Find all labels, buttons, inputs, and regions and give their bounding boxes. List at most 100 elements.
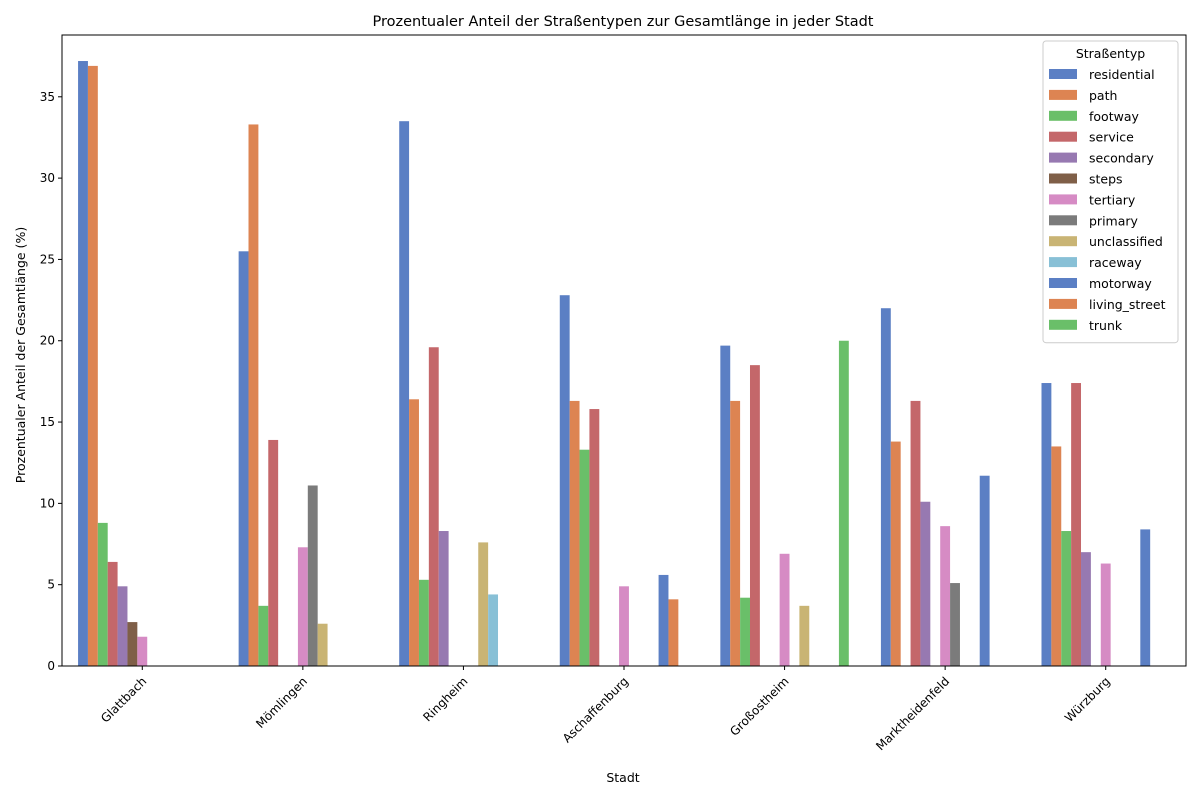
x-axis-label: Stadt bbox=[606, 770, 639, 785]
bar-unclassified-Großostheim bbox=[799, 605, 810, 666]
y-axis-label: Prozentualer Anteil der Gesamtlänge (%) bbox=[13, 227, 28, 483]
bar-residential-Würzburg bbox=[1041, 383, 1052, 666]
legend-label-living_street: living_street bbox=[1089, 297, 1166, 312]
bar-unclassified-Ringheim bbox=[478, 542, 489, 666]
bar-path-Mömlingen bbox=[248, 124, 259, 666]
legend-swatch-unclassified bbox=[1049, 236, 1077, 247]
bar-tertiary-Aschaffenburg bbox=[619, 586, 629, 666]
bar-raceway-Ringheim bbox=[488, 594, 499, 666]
y-tick-label: 0 bbox=[47, 659, 55, 673]
bar-residential-Großostheim bbox=[720, 345, 731, 666]
legend-label-path: path bbox=[1089, 88, 1117, 103]
bar-path-Würzburg bbox=[1051, 446, 1062, 666]
legend-swatch-raceway bbox=[1049, 257, 1077, 268]
legend-label-tertiary: tertiary bbox=[1089, 192, 1136, 207]
legend-swatch-trunk bbox=[1049, 319, 1077, 330]
bar-service-Marktheidenfeld bbox=[910, 400, 921, 666]
bar-unclassified-Mömlingen bbox=[317, 623, 328, 666]
bar-footway-Ringheim bbox=[418, 579, 429, 666]
bar-motorway-Würzburg bbox=[1140, 529, 1151, 666]
bar-path-Aschaffenburg bbox=[569, 400, 580, 666]
legend-swatch-steps bbox=[1049, 173, 1077, 184]
x-tick-label: Marktheidenfeld bbox=[873, 674, 952, 753]
legend-swatch-living_street bbox=[1049, 298, 1077, 309]
bar-service-Mömlingen bbox=[268, 439, 279, 666]
legend-label-residential: residential bbox=[1089, 67, 1155, 82]
bar-footway-Großostheim bbox=[740, 597, 750, 666]
y-tick-label: 25 bbox=[40, 252, 55, 266]
y-axis: 0 5 10 15 20 25 30 35 bbox=[40, 90, 62, 673]
x-tick-label: Ringheim bbox=[420, 674, 470, 724]
chart-title: Prozentualer Anteil der Straßentypen zur… bbox=[372, 14, 873, 30]
bar-path-Großostheim bbox=[730, 400, 741, 666]
bar-residential-Ringheim bbox=[399, 121, 410, 666]
bar-primary-Marktheidenfeld bbox=[950, 583, 960, 666]
bar-motorway-Aschaffenburg bbox=[658, 574, 669, 666]
bar-footway-Würzburg bbox=[1061, 531, 1072, 666]
bar-tertiary-Glattbach bbox=[137, 636, 148, 666]
bar-steps-Glattbach bbox=[127, 622, 138, 666]
legend-swatch-motorway bbox=[1049, 278, 1077, 288]
x-axis: Glattbach Mömlingen Ringheim Aschaffenburg G… bbox=[98, 666, 1113, 753]
legend-swatch-path bbox=[1049, 89, 1077, 100]
bar-primary-Mömlingen bbox=[307, 485, 318, 666]
legend-label-primary: primary bbox=[1089, 213, 1139, 228]
legend-swatch-secondary bbox=[1049, 152, 1077, 163]
bar-living_street-Aschaffenburg bbox=[668, 599, 679, 666]
bar-secondary-Ringheim bbox=[438, 531, 449, 666]
bar-service-Glattbach bbox=[107, 561, 118, 666]
legend: Straßentyp residential path footway service s… bbox=[1042, 40, 1179, 344]
x-tick-label: Aschaffenburg bbox=[560, 674, 631, 745]
bar-secondary-Marktheidenfeld bbox=[920, 501, 931, 666]
bar-path-Glattbach bbox=[87, 65, 98, 666]
bar-residential-Marktheidenfeld bbox=[880, 308, 891, 666]
legend-label-steps: steps bbox=[1089, 172, 1123, 187]
y-tick-label: 20 bbox=[40, 334, 55, 348]
bar-residential-Aschaffenburg bbox=[559, 295, 570, 666]
bar-service-Ringheim bbox=[428, 347, 439, 666]
bar-tertiary-Mömlingen bbox=[297, 547, 308, 666]
legend-label-footway: footway bbox=[1089, 109, 1139, 124]
bar-footway-Aschaffenburg bbox=[579, 449, 590, 666]
bar-path-Marktheidenfeld bbox=[890, 441, 901, 666]
bar-footway-Mömlingen bbox=[258, 605, 269, 666]
legend-label-trunk: trunk bbox=[1089, 318, 1123, 333]
bar-footway-Glattbach bbox=[97, 522, 108, 666]
y-tick-label: 30 bbox=[40, 171, 55, 185]
y-tick-label: 15 bbox=[40, 415, 55, 429]
bar-secondary-Glattbach bbox=[117, 586, 128, 666]
bar-path-Ringheim bbox=[409, 399, 419, 666]
y-tick-label: 10 bbox=[40, 496, 55, 510]
legend-title: Straßentyp bbox=[1076, 46, 1145, 61]
bar-secondary-Würzburg bbox=[1081, 552, 1091, 666]
bar-residential-Mömlingen bbox=[238, 251, 249, 667]
bar-residential-Glattbach bbox=[78, 61, 88, 666]
legend-label-motorway: motorway bbox=[1089, 276, 1152, 291]
y-tick-label: 5 bbox=[47, 578, 55, 592]
legend-label-secondary: secondary bbox=[1089, 151, 1154, 166]
bar-tertiary-Marktheidenfeld bbox=[940, 526, 951, 666]
legend-swatch-service bbox=[1049, 131, 1077, 142]
x-tick-label: Würzburg bbox=[1062, 674, 1113, 725]
plot-frame bbox=[61, 34, 1187, 667]
legend-swatch-footway bbox=[1049, 110, 1077, 121]
legend-swatch-primary bbox=[1049, 215, 1077, 226]
legend-swatch-residential bbox=[1049, 69, 1077, 79]
x-tick-label: Glattbach bbox=[98, 674, 149, 725]
legend-label-service: service bbox=[1089, 130, 1134, 145]
bar-service-Großostheim bbox=[749, 365, 760, 666]
legend-label-unclassified: unclassified bbox=[1089, 234, 1163, 249]
bar-trunk-Großostheim bbox=[838, 340, 849, 666]
bar-service-Würzburg bbox=[1071, 383, 1082, 666]
bar-tertiary-Großostheim bbox=[779, 553, 790, 666]
bar-motorway-Marktheidenfeld bbox=[979, 475, 990, 666]
bars-group bbox=[78, 61, 1151, 667]
x-tick-label: Mömlingen bbox=[253, 674, 310, 731]
bar-service-Aschaffenburg bbox=[589, 409, 600, 666]
legend-swatch-tertiary bbox=[1049, 194, 1077, 205]
x-tick-label: Großostheim bbox=[727, 674, 791, 738]
bar-tertiary-Würzburg bbox=[1100, 563, 1111, 666]
legend-label-raceway: raceway bbox=[1089, 255, 1142, 270]
